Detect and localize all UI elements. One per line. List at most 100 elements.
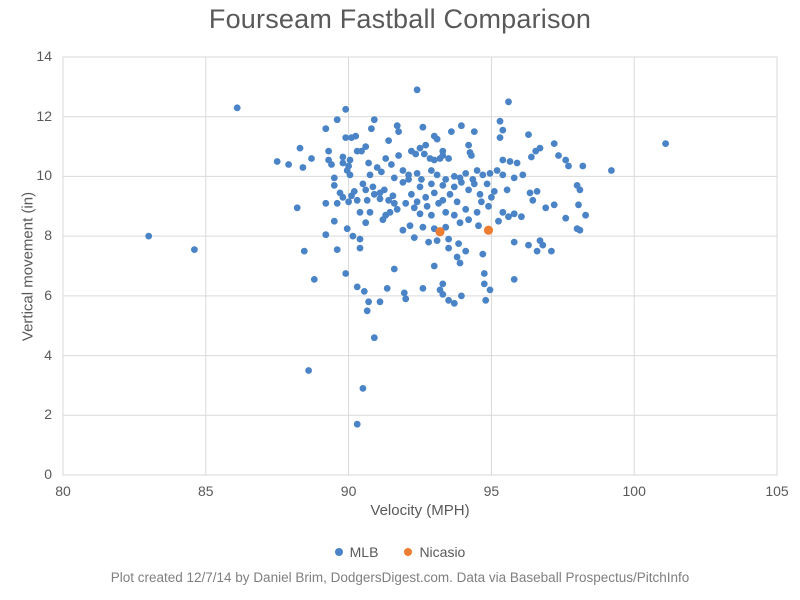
data-point-mlb xyxy=(370,116,378,124)
data-point-mlb xyxy=(191,246,198,254)
data-point-mlb xyxy=(308,155,315,162)
data-point-mlb xyxy=(359,385,367,392)
data-point-mlb xyxy=(456,259,464,267)
data-point-mlb xyxy=(445,244,452,252)
y-axis-title: Vertical movement (in) xyxy=(19,191,37,342)
data-point-mlb xyxy=(510,238,518,246)
data-point-mlb xyxy=(475,222,482,230)
data-point-mlb xyxy=(486,286,494,294)
data-point-mlb xyxy=(390,174,398,182)
data-point-mlb xyxy=(363,307,371,315)
data-point-mlb xyxy=(322,231,330,239)
data-point-mlb xyxy=(483,180,491,188)
data-point-mlb xyxy=(322,199,330,207)
data-point-mlb xyxy=(273,158,281,165)
data-point-nicasio xyxy=(435,227,445,237)
data-point-mlb xyxy=(333,116,341,124)
data-point-mlb xyxy=(410,234,418,242)
x-tick-label: 95 xyxy=(483,483,500,499)
legend-label-mlb: MLB xyxy=(349,544,379,560)
data-point-mlb xyxy=(528,153,535,161)
data-point-mlb xyxy=(419,123,427,131)
data-point-mlb xyxy=(353,196,361,204)
data-point-mlb xyxy=(380,186,388,194)
attribution-caption: Plot created 12/7/14 by Daniel Brim, Dod… xyxy=(110,570,690,585)
data-point-mlb xyxy=(448,128,455,136)
data-point-mlb xyxy=(348,192,355,200)
data-point-mlb xyxy=(550,201,558,209)
data-point-mlb xyxy=(450,183,458,191)
data-point-mlb xyxy=(462,170,470,177)
data-point-mlb xyxy=(353,420,361,428)
data-point-mlb xyxy=(499,171,507,179)
data-point-mlb xyxy=(402,295,410,303)
data-point-mlb xyxy=(562,214,570,222)
data-point-mlb xyxy=(490,188,498,195)
data-point-mlb xyxy=(442,223,450,231)
data-point-mlb xyxy=(465,141,472,149)
data-point-mlb xyxy=(390,199,398,207)
data-point-mlb xyxy=(510,210,518,218)
data-point-mlb xyxy=(430,189,438,197)
data-point-mlb xyxy=(662,140,669,148)
y-tick-label: 4 xyxy=(44,346,52,363)
data-point-mlb xyxy=(412,150,420,158)
y-tick-label: 2 xyxy=(44,406,52,423)
data-point-mlb xyxy=(420,150,428,158)
legend-label-nicasio: Nicasio xyxy=(419,544,466,560)
data-point-mlb xyxy=(576,226,584,234)
data-point-mlb xyxy=(518,213,525,221)
data-point-mlb xyxy=(310,276,318,283)
data-point-mlb xyxy=(360,288,368,295)
data-point-mlb xyxy=(356,235,364,243)
data-point-mlb xyxy=(352,132,360,140)
data-point-mlb xyxy=(365,298,372,306)
data-point-mlb xyxy=(145,232,153,240)
data-point-mlb xyxy=(576,186,584,194)
data-point-mlb xyxy=(446,190,454,198)
data-point-mlb xyxy=(525,131,532,139)
data-point-mlb xyxy=(422,193,430,201)
data-point-mlb xyxy=(555,152,562,159)
x-tick-label: 100 xyxy=(622,483,646,499)
data-point-mlb xyxy=(445,155,452,162)
data-point-mlb xyxy=(529,196,537,204)
data-point-mlb xyxy=(368,125,375,133)
x-tick-label: 105 xyxy=(765,483,789,499)
data-point-mlb xyxy=(533,188,541,195)
data-point-mlb xyxy=(506,158,514,165)
data-point-mlb xyxy=(499,208,507,216)
data-point-mlb xyxy=(322,125,330,133)
data-point-mlb xyxy=(462,247,470,255)
data-point-mlb xyxy=(495,217,502,225)
data-point-mlb xyxy=(458,179,465,186)
data-point-mlb xyxy=(408,190,415,198)
x-axis-title: Velocity (MPH) xyxy=(370,502,470,519)
data-point-mlb xyxy=(376,298,384,306)
data-point-mlb xyxy=(439,291,447,298)
data-point-mlb xyxy=(505,98,512,106)
data-point-mlb xyxy=(413,170,421,177)
data-point-mlb xyxy=(579,162,587,170)
data-point-mlb xyxy=(379,216,387,224)
data-point-mlb xyxy=(562,156,570,164)
data-point-mlb xyxy=(339,159,347,167)
data-point-mlb xyxy=(233,104,241,112)
data-point-mlb xyxy=(378,168,385,176)
data-point-mlb xyxy=(296,144,304,152)
data-point-mlb xyxy=(513,159,521,167)
chart-title: Fourseam Fastball Comparison xyxy=(208,4,592,34)
data-point-mlb xyxy=(433,237,441,245)
data-point-mlb xyxy=(388,161,395,168)
data-point-mlb xyxy=(470,180,478,188)
mlb-marker-icon xyxy=(334,548,343,556)
data-point-mlb xyxy=(373,164,381,171)
data-point-mlb xyxy=(536,144,544,152)
data-point-mlb xyxy=(428,180,435,188)
data-point-mlb xyxy=(499,156,507,164)
data-point-mlb xyxy=(342,134,350,142)
data-point-mlb xyxy=(455,240,462,248)
data-point-mlb xyxy=(353,283,361,291)
data-point-mlb xyxy=(333,199,341,207)
